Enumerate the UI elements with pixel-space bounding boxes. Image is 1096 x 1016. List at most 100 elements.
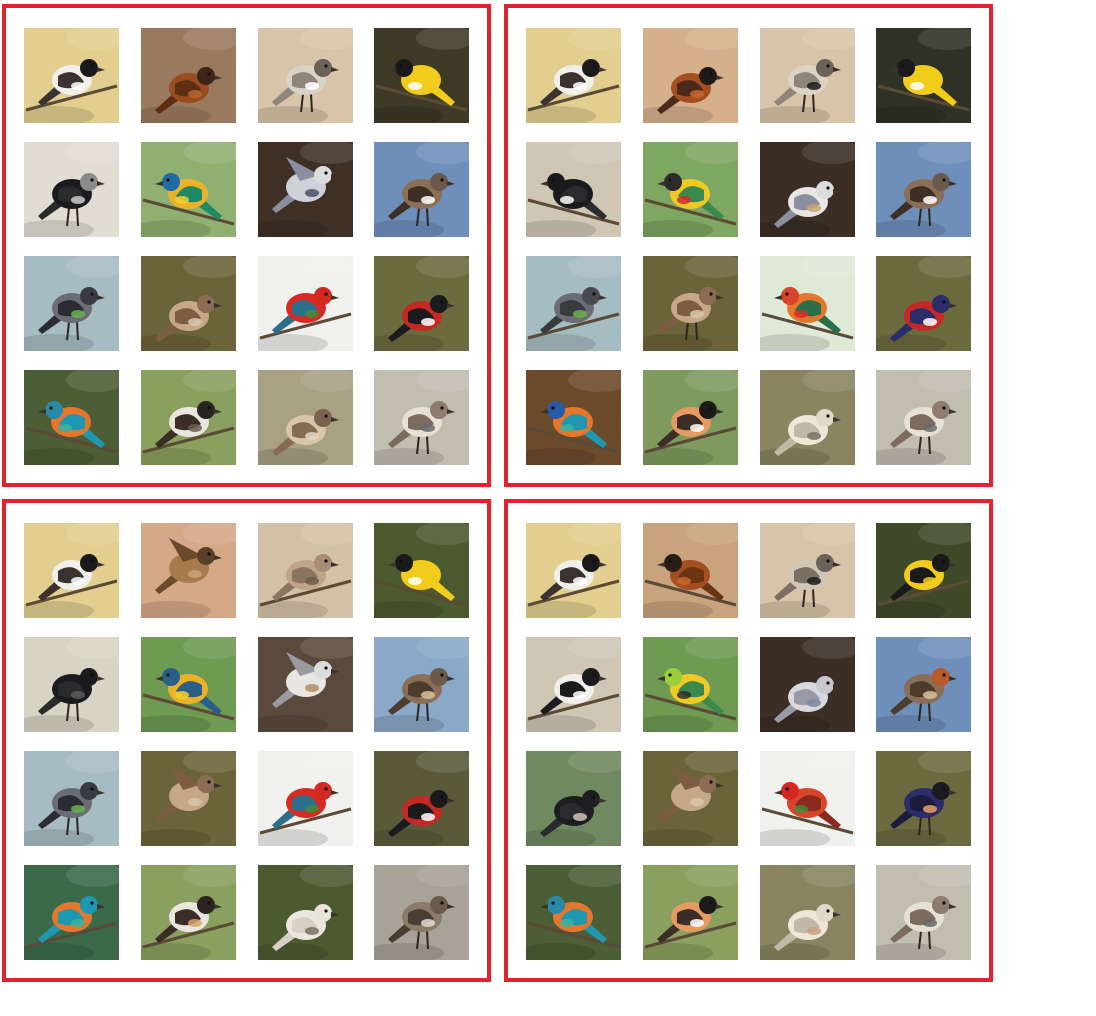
bird-image [24,751,119,846]
bird-image-tile [141,523,236,618]
bird-image [643,751,738,846]
bird-image [258,370,353,465]
bird-image [258,28,353,123]
bird-image [526,637,621,732]
bird-image [141,637,236,732]
bird-image [374,523,469,618]
bird-image-tile [24,256,119,351]
bird-image [760,865,855,960]
bird-image [374,637,469,732]
bird-image-tile [876,865,971,960]
bird-image-tile [876,142,971,237]
bird-image [526,523,621,618]
bird-image [760,370,855,465]
bird-image-tile [760,523,855,618]
bird-image [526,256,621,351]
image-grid-panel-3 [2,499,491,982]
bird-image-tile [24,523,119,618]
bird-image [374,142,469,237]
bird-image-tile [141,751,236,846]
bird-image-tile [374,28,469,123]
bird-image-tile [24,142,119,237]
bird-image-tile [258,637,353,732]
bird-image [760,751,855,846]
bird-image [24,142,119,237]
bird-image [141,28,236,123]
bird-image [876,370,971,465]
bird-image-tile [374,256,469,351]
bird-image-tile [258,370,353,465]
bird-image [643,256,738,351]
bird-image [24,256,119,351]
bird-image-tile [374,523,469,618]
image-grid-panel-2 [504,4,993,487]
bird-image [876,865,971,960]
bird-image [24,865,119,960]
bird-image [24,370,119,465]
bird-image-tile [760,751,855,846]
bird-image-tile [760,370,855,465]
bird-image-tile [760,256,855,351]
bird-image-tile [760,142,855,237]
bird-image-tile [258,142,353,237]
bird-image-tile [374,142,469,237]
bird-image [374,256,469,351]
bird-image [141,751,236,846]
bird-image [760,523,855,618]
bird-image-tile [876,523,971,618]
bird-image-tile [258,865,353,960]
bird-image [876,28,971,123]
bird-image-tile [643,28,738,123]
bird-image-tile [24,637,119,732]
bird-image [24,523,119,618]
bird-image-tile [258,523,353,618]
bird-image [876,142,971,237]
bird-image-tile [760,28,855,123]
bird-image [643,865,738,960]
bird-image-tile [526,256,621,351]
bird-image [141,865,236,960]
bird-image [141,142,236,237]
bird-image [643,28,738,123]
bird-image-tile [141,370,236,465]
bird-image-tile [526,28,621,123]
bird-image [258,865,353,960]
bird-image [258,751,353,846]
bird-image [374,370,469,465]
bird-image [24,637,119,732]
bird-image-tile [760,637,855,732]
bird-image-tile [258,751,353,846]
bird-image-tile [141,28,236,123]
bird-image [876,523,971,618]
bird-image-tile [24,865,119,960]
bird-image [760,142,855,237]
bird-image-tile [24,370,119,465]
bird-image [374,865,469,960]
bird-image-tile [643,370,738,465]
bird-image [643,637,738,732]
bird-image-tile [643,637,738,732]
bird-image [876,256,971,351]
bird-image [526,751,621,846]
bird-image [760,28,855,123]
bird-image [141,370,236,465]
bird-image-tile [876,637,971,732]
bird-image-tile [643,142,738,237]
bird-image-tile [258,28,353,123]
bird-image-tile [24,751,119,846]
bird-image [526,142,621,237]
bird-image-tile [526,865,621,960]
bird-image-tile [141,637,236,732]
image-grid-panel-4 [504,499,993,982]
bird-image-tile [141,256,236,351]
bird-image [374,751,469,846]
bird-image-tile [876,28,971,123]
bird-image-tile [643,256,738,351]
bird-image-tile [876,256,971,351]
bird-image [526,370,621,465]
bird-image-tile [141,865,236,960]
bird-image [374,28,469,123]
bird-image [258,523,353,618]
bird-image-tile [526,370,621,465]
bird-image [258,142,353,237]
